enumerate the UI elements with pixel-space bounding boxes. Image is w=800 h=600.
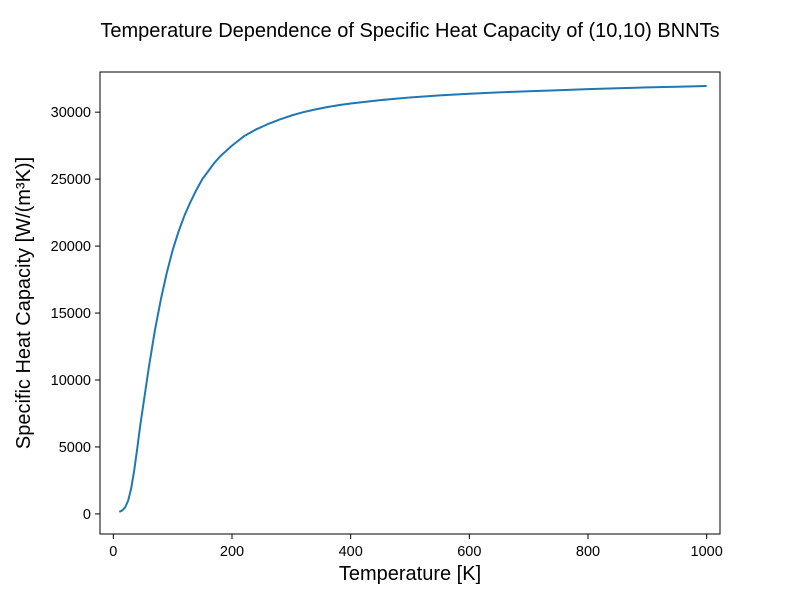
chart-title: Temperature Dependence of Specific Heat … [100,20,719,42]
plot-frame [99,71,721,535]
plot-area [118,85,707,513]
y-tick-label: 20000 [51,239,91,255]
x-tick-label: 200 [220,544,244,560]
y-axis: 0 5000 10000 15000 20000 25000 30000 [51,105,100,523]
x-tick-label: 600 [457,544,481,560]
y-tick-label: 30000 [51,105,91,121]
x-tick-label: 400 [339,544,363,560]
x-axis: 0 200 400 600 800 1000 [109,534,723,560]
y-tick-label: 5000 [59,440,91,456]
x-tick-label: 800 [576,544,600,560]
y-tick-label: 15000 [51,306,91,322]
x-axis-label: Temperature [K] [339,563,481,585]
y-tick-label: 25000 [51,172,91,188]
y-axis-label: Specific Heat Capacity [W/(m³K)] [13,157,35,449]
x-tick-label: 0 [109,544,117,560]
x-tick-label: 1000 [691,544,723,560]
series-line-0 [118,85,707,513]
y-tick-label: 0 [83,507,91,523]
y-tick-label: 10000 [51,373,91,389]
